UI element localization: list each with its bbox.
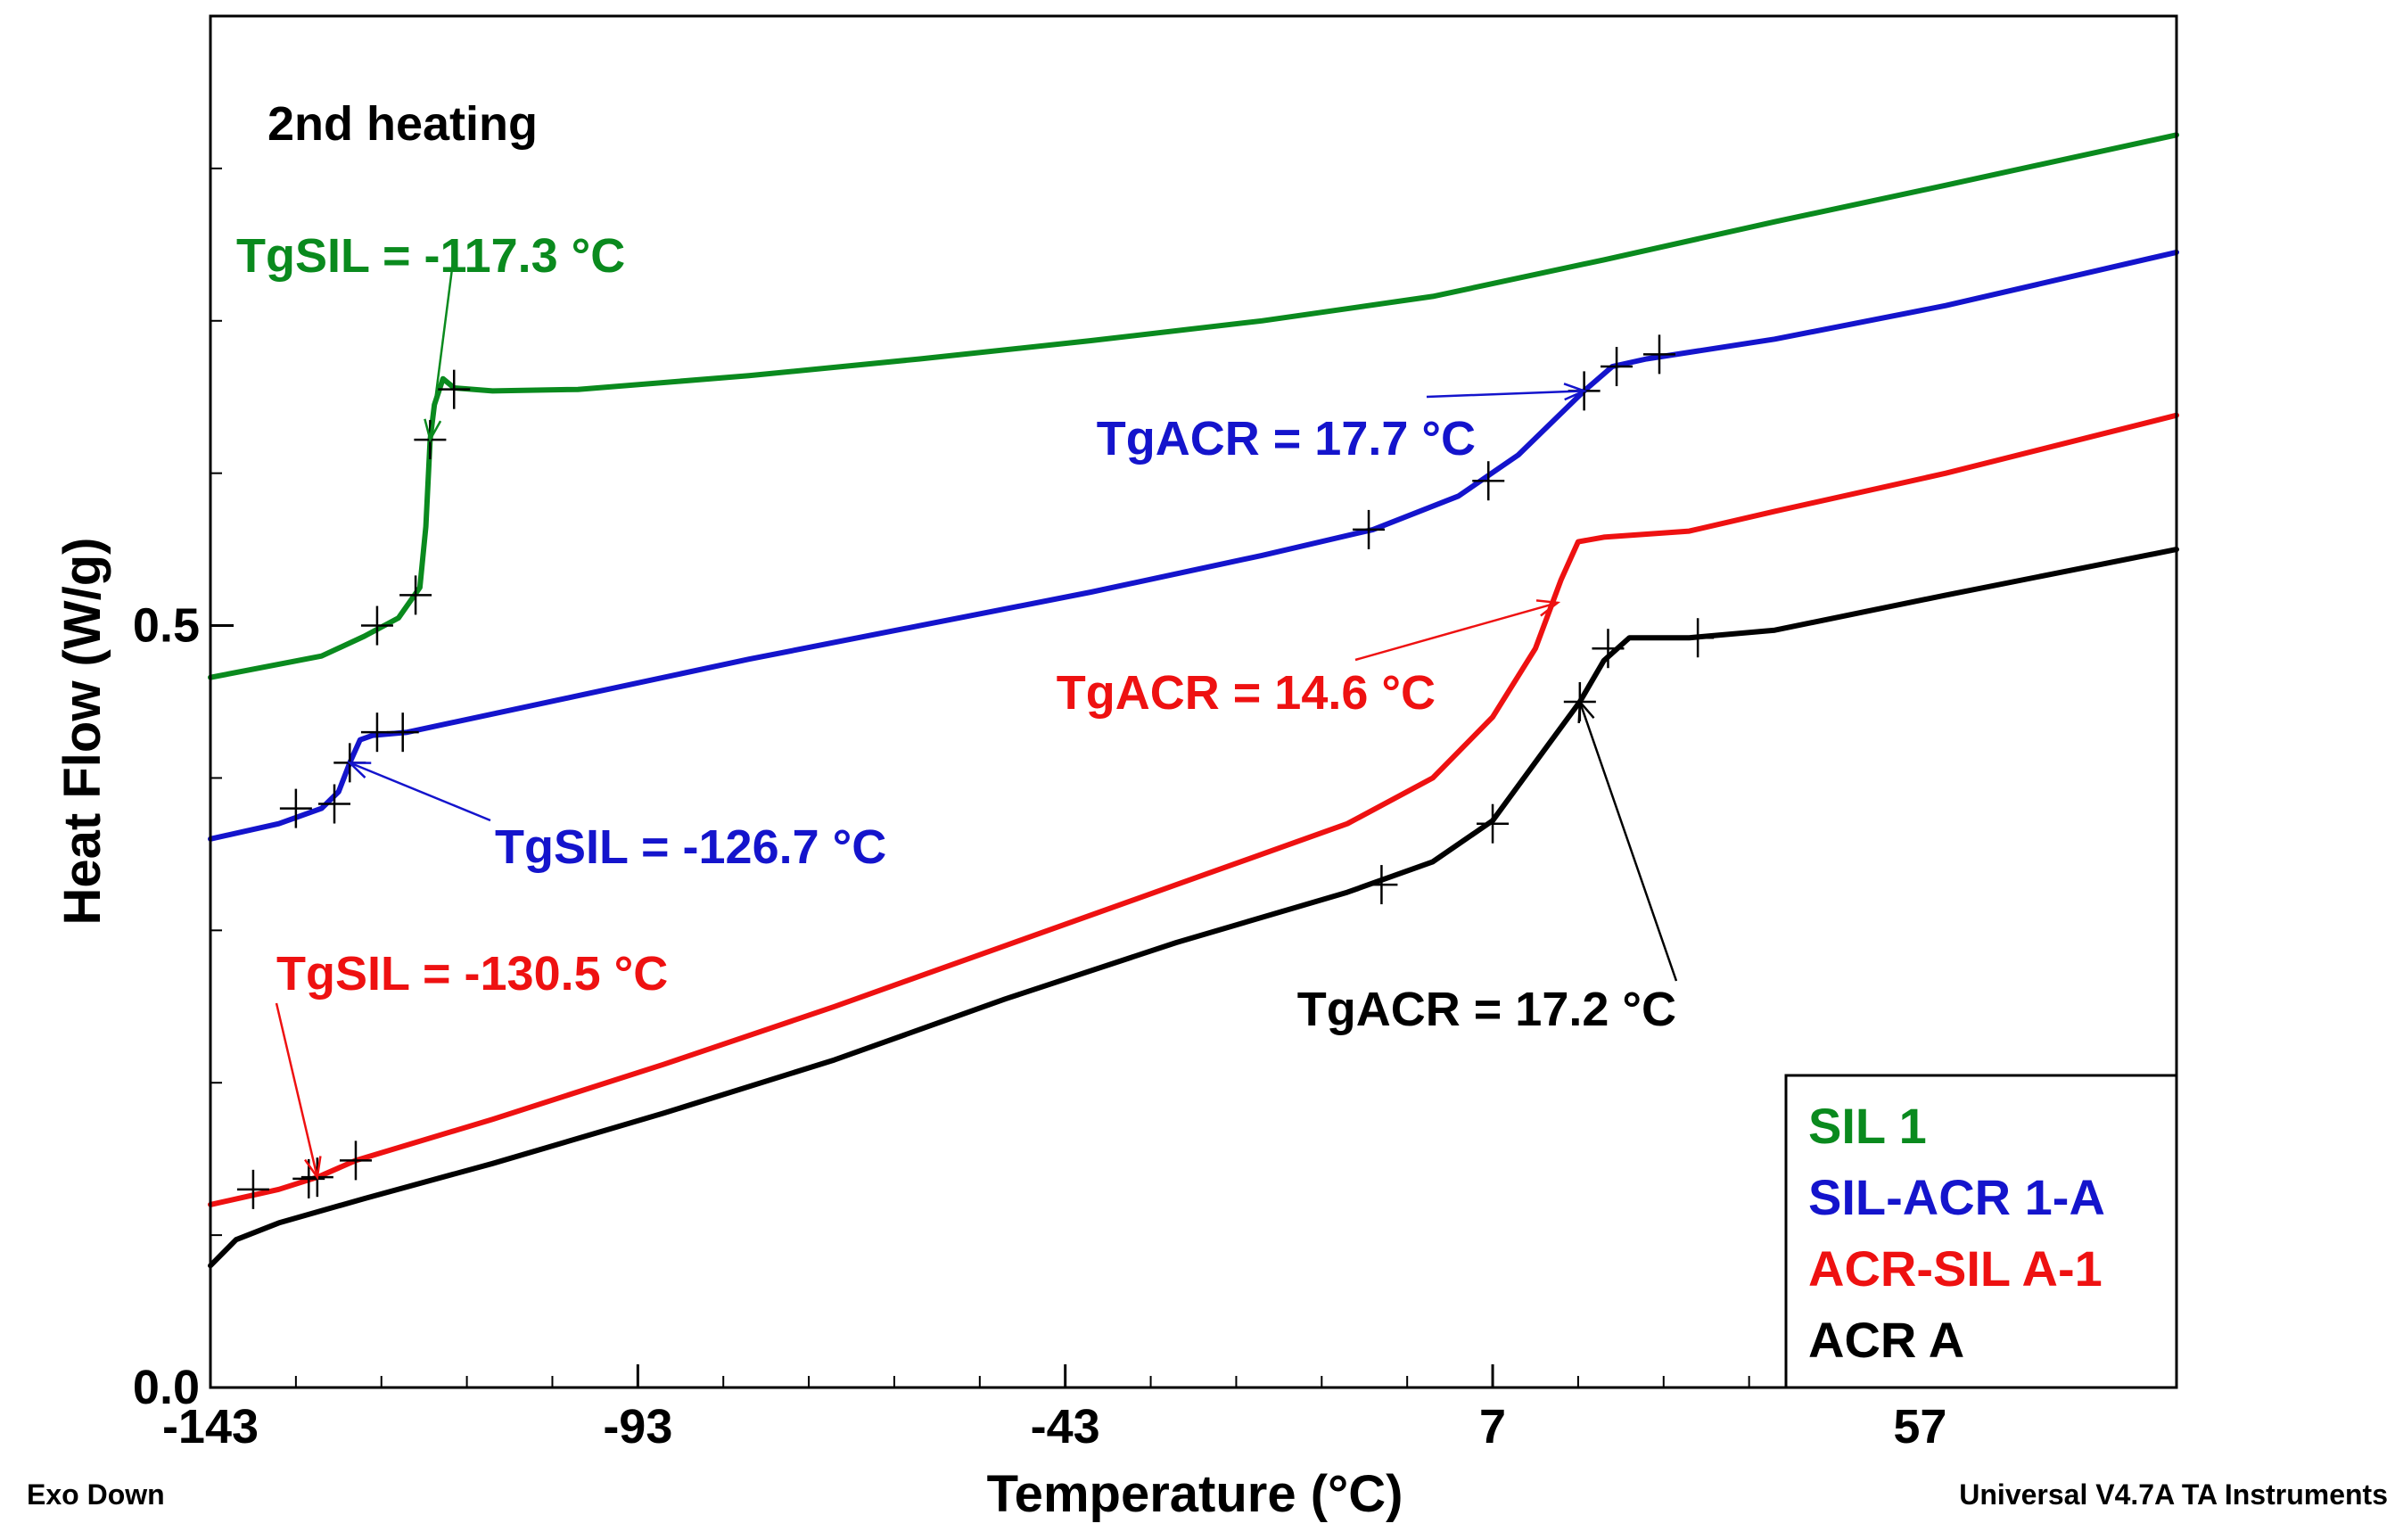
y-axis-title: Heat Flow (W/g) xyxy=(53,538,111,926)
annotation-arrowhead xyxy=(1563,383,1587,401)
series-line xyxy=(208,132,2179,680)
instrument-label: Universal V4.7A TA Instruments xyxy=(1959,1478,2388,1511)
series-layer xyxy=(208,132,2179,1269)
annotation-arrow xyxy=(1354,601,1559,662)
legend-entry: ACR A xyxy=(1808,1312,1964,1368)
x-tick-label: -93 xyxy=(603,1400,672,1454)
annotation-layer: TgSIL = -117.3 °C TgACR = 17.7 °C TgSIL = … xyxy=(236,229,1678,1181)
x-axis-title: Temperature (°C) xyxy=(987,1465,1403,1523)
annotation-arrowhead xyxy=(1577,698,1595,724)
series-line xyxy=(208,412,2179,1207)
y-tick-label: 0.0 xyxy=(133,1361,200,1414)
x-tick-label: -143 xyxy=(162,1400,259,1454)
annotation-arrowhead xyxy=(347,762,372,778)
x-tick-label: 7 xyxy=(1479,1400,1506,1454)
legend-entry: SIL 1 xyxy=(1808,1098,1927,1154)
chart-title: 2nd heating xyxy=(267,97,538,151)
tg-annotation: TgACR = 14.6 °C xyxy=(1057,666,1436,720)
tg-annotation: TgSIL = -117.3 °C xyxy=(236,229,625,283)
x-tick-label: 57 xyxy=(1893,1400,1946,1454)
x-axis: -143 -93 -43 7 57 xyxy=(162,1364,2093,1454)
x-tick-label: -43 xyxy=(1031,1400,1100,1454)
plot-frame xyxy=(209,14,2178,1389)
tg-annotation: TgACR = 17.7 °C xyxy=(1097,412,1476,465)
annotation-arrowhead xyxy=(304,1156,322,1181)
legend-entry: SIL-ACR 1-A xyxy=(1808,1169,2105,1225)
legend: SIL 1 SIL-ACR 1-A ACR-SIL A-1 ACR A xyxy=(1784,1074,2178,1389)
tg-annotation: TgSIL = -130.5 °C xyxy=(276,947,668,1001)
tg-annotation: TgSIL = -126.7 °C xyxy=(495,820,886,874)
series-line xyxy=(208,249,2179,842)
y-tick-label: 0.5 xyxy=(133,599,200,653)
y-axis: 0.0 0.5 xyxy=(133,15,234,1414)
exo-down-label: Exo Down xyxy=(27,1478,165,1511)
annotation-arrow xyxy=(1426,390,1584,399)
annotation-arrowhead xyxy=(424,418,442,443)
series-line xyxy=(208,547,2179,1269)
annotation-arrow xyxy=(1578,701,1678,982)
annotation-arrow xyxy=(429,247,457,441)
legend-box xyxy=(1784,1074,2178,1389)
tg-annotation: TgACR = 17.2 °C xyxy=(1297,983,1676,1036)
legend-entry: ACR-SIL A-1 xyxy=(1808,1240,2103,1297)
annotation-arrow xyxy=(349,762,491,822)
annotation-arrowhead xyxy=(1535,599,1561,617)
annotation-arrow xyxy=(275,1002,319,1178)
